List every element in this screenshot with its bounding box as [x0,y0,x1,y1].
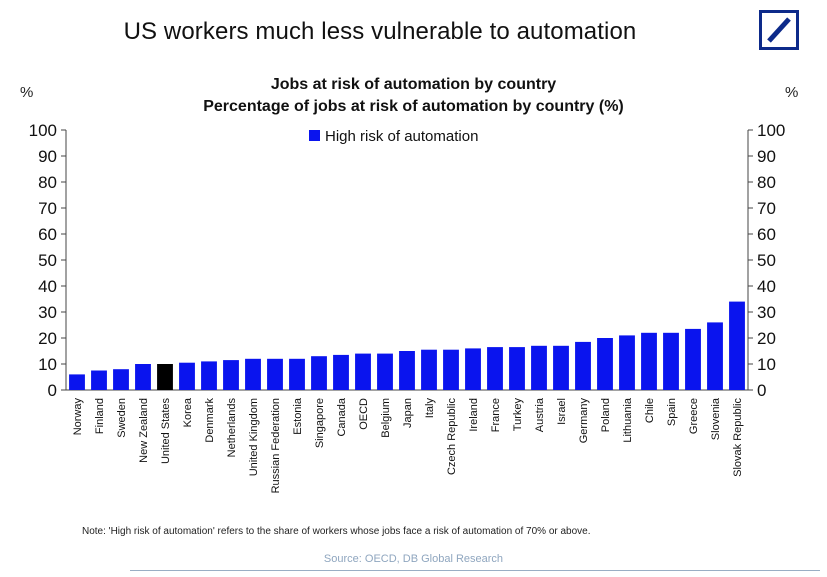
x-tick-label: Japan [402,398,414,428]
y-tick-label-right: 90 [757,147,776,166]
x-tick-label: Israel [556,398,568,425]
chart-title: Jobs at risk of automation by country [270,76,557,93]
bar [377,353,393,390]
x-tick-label: Austria [534,397,546,432]
y-tick-label-left: 90 [38,147,57,166]
x-tick-label: Turkey [512,398,524,432]
x-tick-label: New Zealand [138,398,150,463]
bar [311,356,327,390]
bar [685,328,701,390]
bar [179,362,195,390]
x-tick-label: France [490,398,502,432]
y-tick-label-right: 20 [757,329,776,348]
x-tick-label: Norway [72,398,84,436]
bar [509,347,525,390]
x-tick-label: Czech Republic [446,398,458,476]
x-tick-label: Estonia [292,397,304,435]
right-axis-unit: % [785,84,799,101]
bar [641,332,657,390]
x-tick-label: United Kingdom [248,398,260,476]
y-tick-label-left: 20 [38,329,57,348]
x-tick-label: Ireland [468,398,480,432]
x-tick-label: Poland [600,398,612,432]
x-tick-label: Canada [336,397,348,436]
x-tick-label: United States [160,398,172,465]
y-tick-label-left: 100 [29,121,57,140]
y-tick-label-left: 80 [38,173,57,192]
y-tick-label-left: 10 [38,355,57,374]
y-tick-label-right: 100 [757,121,785,140]
y-tick-label-left: 60 [38,225,57,244]
bar [729,301,745,390]
chart-source: Source: OECD, DB Global Research [323,553,504,565]
bar [267,358,283,390]
y-tick-label-left: 30 [38,303,57,322]
bar [201,361,217,390]
x-tick-label: Russian Federation [270,398,282,493]
bar [245,358,261,390]
y-tick-label-right: 80 [757,173,776,192]
x-tick-label: Singapore [314,398,326,448]
bar [399,351,415,390]
deutsche-bank-logo-icon [759,10,799,50]
y-tick-label-left: 0 [48,381,57,400]
y-tick-label-right: 40 [757,277,776,296]
bar [597,338,613,390]
bar [465,348,481,390]
x-tick-label: Denmark [204,398,216,443]
bar [531,345,547,390]
y-tick-label-right: 70 [757,199,776,218]
bar [157,364,173,390]
x-tick-label: Slovenia [710,397,722,440]
x-tick-label: Slovak Republic [732,398,744,477]
x-tick-label: Germany [578,398,590,444]
bar [135,364,151,390]
bar [663,332,679,390]
y-tick-label-right: 30 [757,303,776,322]
footer-divider [130,570,820,571]
y-tick-label-left: 70 [38,199,57,218]
x-tick-label: Lithuania [622,397,634,443]
y-tick-label-left: 50 [38,251,57,270]
bar [355,353,371,390]
bar [421,349,437,390]
x-tick-label: OECD [358,398,370,430]
x-tick-label: Korea [182,397,194,427]
legend-swatch [309,130,320,141]
x-tick-label: Finland [94,398,106,434]
bar [69,374,85,390]
y-tick-label-right: 60 [757,225,776,244]
y-tick-label-left: 40 [38,277,57,296]
bar [443,349,459,390]
bar [575,341,591,390]
legend-label: High risk of automation [325,128,478,145]
chart-note: Note: 'High risk of automation' refers t… [82,526,591,537]
x-tick-label: Sweden [116,398,128,438]
bar [333,354,349,390]
left-axis-unit: % [20,84,34,101]
y-tick-label-right: 10 [757,355,776,374]
bar [487,347,503,390]
y-tick-label-right: 0 [757,381,766,400]
x-tick-label: Greece [688,398,700,434]
bar [289,358,305,390]
y-tick-label-right: 50 [757,251,776,270]
bar [707,322,723,390]
bar [91,370,107,390]
x-tick-label: Chile [644,398,656,423]
page-title: US workers much less vulnerable to autom… [123,18,637,45]
bar [113,369,129,390]
x-tick-label: Belgium [380,398,392,438]
chart-subtitle: Percentage of jobs at risk of automation… [203,98,624,115]
bar [223,360,239,390]
bar [619,335,635,390]
bar [553,345,569,390]
x-tick-label: Spain [666,398,678,426]
x-tick-label: Netherlands [226,398,238,458]
x-tick-label: Italy [424,398,436,419]
